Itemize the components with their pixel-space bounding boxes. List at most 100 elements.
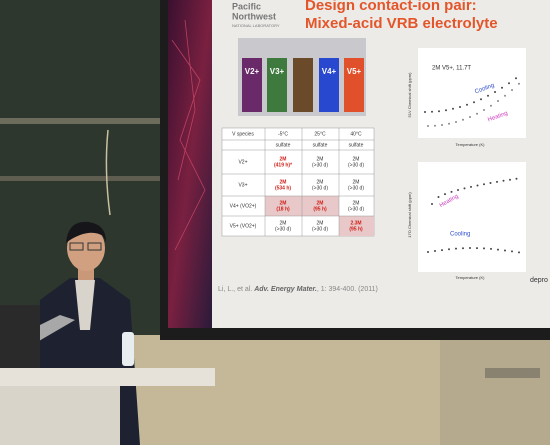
table-header: -5°C: [278, 131, 288, 137]
vial: [293, 58, 313, 112]
speaker-shirt: [75, 280, 95, 330]
table-cell: 2.3M: [350, 220, 361, 226]
plot-dot: [487, 94, 489, 97]
plot-dot: [508, 82, 510, 85]
table-cell: (419 h)*: [274, 162, 292, 168]
plot-dot: [511, 250, 513, 253]
sign: [485, 368, 540, 378]
plot-dot: [462, 118, 464, 121]
cell-shade: [265, 196, 302, 216]
plot-dot: [504, 94, 506, 97]
plot-dot: [473, 101, 475, 104]
plot-dot: [496, 180, 498, 183]
plot-dot: [450, 190, 453, 193]
glasses: [69, 242, 84, 251]
plot-dot: [518, 82, 520, 85]
plot-dot: [455, 121, 457, 123]
table-cell: 2M: [280, 200, 287, 206]
cell-shade: [302, 196, 339, 216]
vial: [267, 58, 287, 112]
table-row-label: V5+ (VO2+): [230, 223, 257, 229]
cord: [105, 129, 111, 216]
plot-dot: [483, 109, 485, 111]
table: V species -5°C 25°C 40°C sulfate sulfate sulfa…: [221, 127, 375, 237]
plot-dot: [469, 116, 471, 118]
plot-dot: [434, 250, 436, 253]
network-art: [171, 19, 206, 251]
plot-dot: [466, 103, 468, 106]
plot-dot: [497, 248, 499, 251]
table-subheader: sulfate: [276, 142, 291, 148]
plot-dot: [518, 251, 520, 254]
plot-dot: [441, 249, 443, 252]
logo-text: Pacific: [232, 1, 261, 11]
plot-dot: [424, 111, 426, 113]
plot-dot: [483, 247, 485, 250]
plot-dot: [483, 183, 485, 186]
table-cell: 2M: [280, 179, 287, 185]
plot-dot: [476, 184, 479, 187]
table-header: 40°C: [350, 131, 362, 137]
plot-dot: [437, 196, 440, 198]
logo-text: NATIONAL LABORATORY: [232, 23, 280, 28]
axis-label: Temperature (K): [456, 275, 486, 280]
table-row-label: V2+: [238, 159, 247, 165]
plot-dot: [515, 177, 518, 180]
plot-dot: [463, 187, 466, 190]
table-row-label: V3+: [238, 182, 247, 188]
citation-part: Li, L., et al.: [218, 286, 252, 293]
plot-dot: [457, 189, 459, 191]
plot-dot: [427, 125, 429, 127]
plot-dot: [501, 86, 503, 89]
wall-panel: [440, 340, 550, 445]
table-cell: (>30 d): [348, 162, 364, 168]
plot-dot: [502, 179, 505, 182]
podium-top: [0, 368, 215, 386]
plot-dot: [434, 124, 436, 127]
vial: [319, 58, 339, 112]
table-cell: (18 h): [276, 206, 290, 212]
citation: Li, L., et al. Adv. Energy Mater., 1: 39…: [218, 286, 378, 293]
plot-dot: [480, 98, 482, 101]
plot-dot: [494, 91, 496, 93]
table-cell: 2M: [317, 156, 324, 162]
plot-dot: [431, 110, 433, 113]
table-cell: (>30 d): [275, 226, 291, 232]
cell-shade: [339, 216, 374, 236]
table-cell: (>30 d): [348, 185, 364, 191]
chart-label: Cooling: [450, 232, 470, 238]
plot-area: [418, 48, 526, 138]
plot-dot: [427, 251, 429, 253]
plot-dot: [489, 182, 492, 184]
plot-dot: [469, 247, 471, 250]
plot-dot: [448, 248, 450, 251]
plot-dot: [459, 106, 461, 108]
table-row-label: V4+ (VO2+): [230, 203, 257, 209]
plot-dot: [476, 112, 478, 115]
vial-label: V2+: [245, 67, 260, 76]
plot-dot: [462, 247, 464, 250]
plot-area: [418, 162, 526, 272]
plot-dot: [504, 249, 506, 252]
table-cell: (>30 d): [312, 162, 328, 168]
plot-dot: [452, 107, 454, 110]
axis-label: 17O Chemical shift (ppm): [407, 192, 412, 238]
slide-title: Design contact-ion pair:: [305, 0, 477, 14]
table-cell: (534 h): [275, 185, 291, 191]
plot-dot: [515, 77, 517, 80]
table-subheader: sulfate: [349, 142, 364, 148]
table-cell: (95 h): [313, 206, 327, 212]
table-cell: 2M: [353, 179, 360, 185]
table-cell: 2M: [353, 200, 360, 206]
axis-label: 51V Chemical shift (ppm): [407, 72, 412, 118]
side-text: depro: [530, 277, 548, 284]
ledge: [0, 118, 165, 124]
plot-dot: [490, 247, 492, 250]
podium: [0, 386, 120, 445]
plot-dot: [445, 109, 447, 112]
plot-dot: [438, 110, 440, 113]
table-cell: (95 h): [349, 226, 363, 232]
plot-dot: [444, 193, 446, 196]
vial: [242, 58, 262, 112]
